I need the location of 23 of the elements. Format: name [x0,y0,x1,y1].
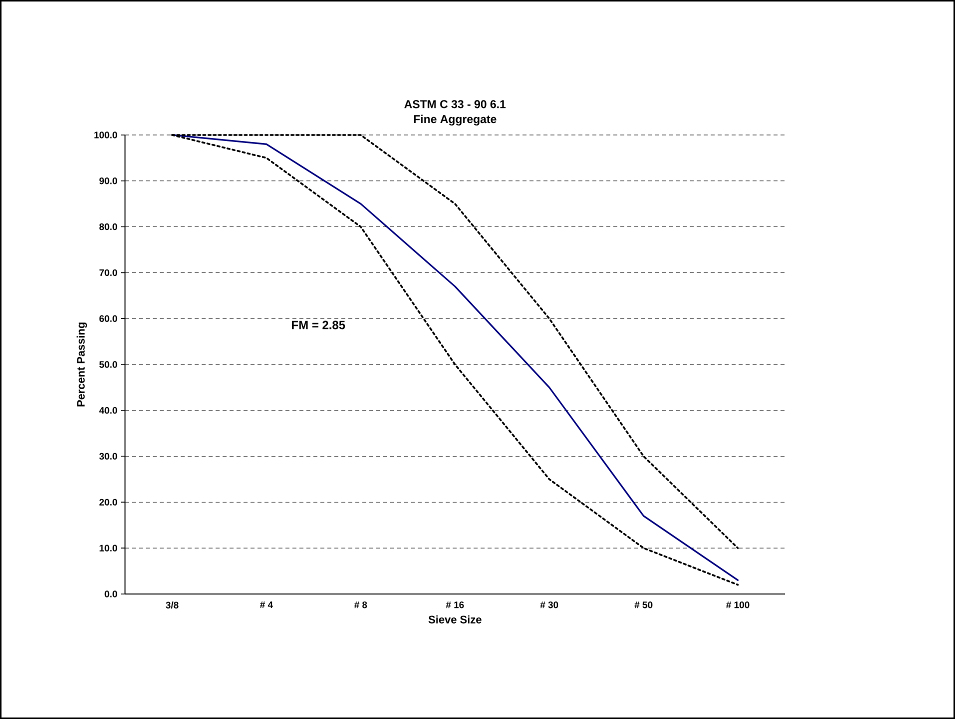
x-tick-label: # 4 [260,602,273,608]
x-tick-label: # 100 [726,602,750,608]
x-axis-title: Sieve Size [428,615,482,624]
annotation: FM = 2.85 [292,320,346,330]
y-tick-label: 40.0 [99,407,118,414]
x-tick-label: # 16 [446,602,464,608]
x-tick-label: # 30 [540,602,558,608]
y-tick-label: 70.0 [99,269,118,276]
y-tick-label: 100.0 [94,132,118,138]
y-tick-label: 50.0 [99,361,118,368]
x-tick-label: # 50 [634,602,652,608]
y-tick-label: 30.0 [99,452,118,460]
y-tick-label: 0.0 [104,590,118,598]
y-tick-label: 90.0 [99,178,118,184]
y-axis-title: Percent Passing [76,322,87,406]
y-tick-label: 60.0 [99,315,118,322]
chart-title: ASTM C 33 - 90 6.1 [404,100,506,108]
chart-subtitle: Fine Aggregate [414,114,496,126]
y-tick-label: 80.0 [99,223,118,230]
x-tick-label: # 8 [354,602,367,608]
y-tick-label: 10.0 [100,544,118,552]
x-tick-label: 3/8 [166,602,178,609]
y-tick-label: 20.0 [99,498,118,506]
